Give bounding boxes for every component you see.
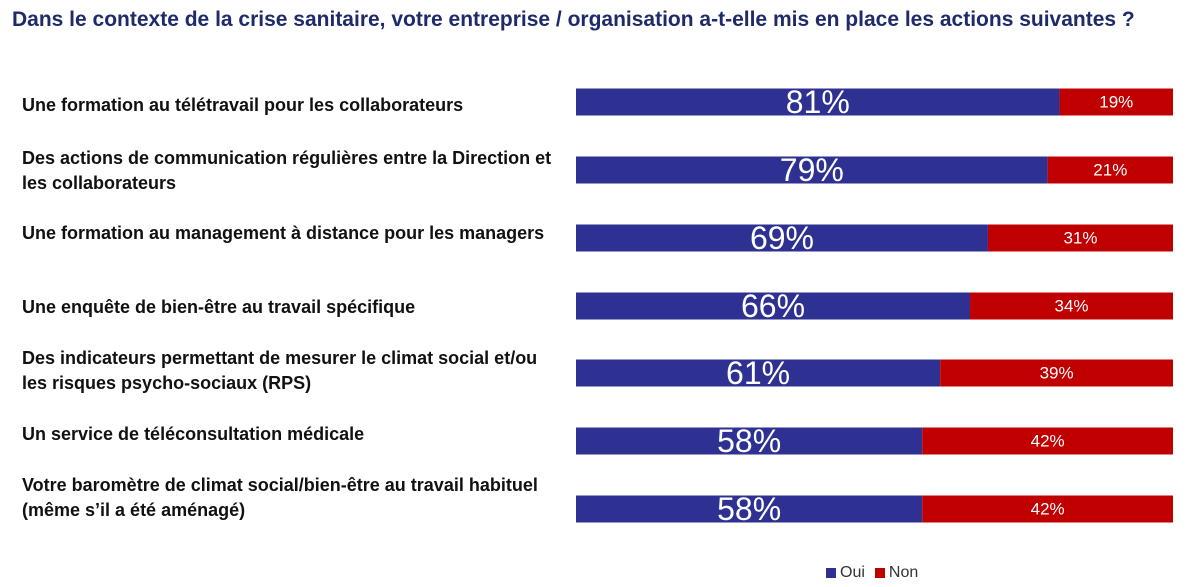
bar-non-4: [970, 292, 1173, 320]
bar-non-5: [940, 359, 1173, 387]
chart-title: Dans le contexte de la crise sanitaire, …: [12, 8, 1135, 31]
data-label-oui-5: 61%: [726, 355, 790, 391]
row-label-5: Des indicateurs permettant de mesurer le…: [22, 348, 538, 393]
row-label-2: Des actions de communication régulières …: [22, 148, 552, 193]
legend-swatch-oui: [826, 568, 836, 578]
data-label-oui-7: 58%: [717, 491, 781, 527]
bar-oui-7: [576, 495, 923, 523]
legend-swatch-non: [874, 568, 885, 578]
data-label-non-3: 31%: [1063, 229, 1097, 248]
bar-oui-5: [576, 359, 941, 387]
data-label-non-1: 19%: [1099, 93, 1133, 112]
legend-item-oui: Oui: [826, 564, 865, 582]
data-label-non-6: 42%: [1031, 432, 1065, 451]
legend-item-non: Non: [874, 564, 919, 582]
data-label-non-4: 34%: [1054, 297, 1088, 316]
row-label-1: Une formation au télétravail pour les co…: [22, 95, 464, 115]
bar-oui-2: [576, 156, 1048, 184]
row-label-7: Votre baromètre de climat social/bien-êt…: [22, 475, 538, 520]
row-label-3: Une formation au management à distance p…: [22, 223, 545, 243]
legend: Oui Non: [826, 564, 928, 582]
bar-non-3: [987, 224, 1173, 252]
data-label-non-5: 39%: [1040, 364, 1074, 383]
bar-non-1: [1059, 88, 1173, 116]
data-label-oui-2: 79%: [780, 152, 844, 188]
bar-non-2: [1047, 156, 1173, 184]
data-label-non-2: 21%: [1093, 161, 1127, 180]
bar-oui-6: [576, 427, 923, 455]
bar-oui-4: [576, 292, 971, 320]
bar-non-6: [922, 427, 1173, 455]
data-label-oui-3: 69%: [750, 220, 814, 256]
bar-oui-3: [576, 224, 988, 252]
bar-non-7: [922, 495, 1173, 523]
data-label-oui-4: 66%: [741, 288, 805, 324]
data-label-oui-6: 58%: [717, 423, 781, 459]
data-label-non-7: 42%: [1031, 500, 1065, 519]
row-label-6: Un service de téléconsultation médicale: [22, 424, 365, 444]
data-label-oui-1: 81%: [786, 84, 850, 120]
legend-label-oui: Oui: [840, 564, 865, 581]
bar-oui-1: [576, 88, 1060, 116]
legend-label-non: Non: [888, 564, 919, 581]
row-label-4: Une enquête de bien-être au travail spéc…: [22, 297, 416, 317]
